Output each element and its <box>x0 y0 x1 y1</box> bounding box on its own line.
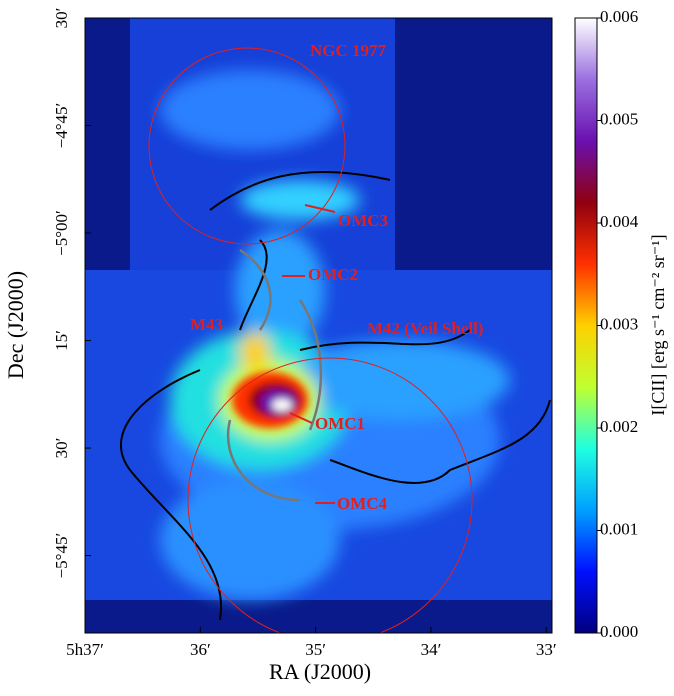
y-tick-label: 30′ <box>52 438 71 459</box>
annotation: OMC1 <box>315 414 365 433</box>
plot-frame <box>84 17 553 634</box>
x-tick-label: 5h37′ <box>66 640 104 659</box>
annotation: M42 (Veil Shell) <box>367 319 483 338</box>
x-tick-label: 33′ <box>536 640 557 659</box>
colorbar-tick-label: 0.000 <box>600 622 638 641</box>
x-axis-label: RA (J2000) <box>269 659 371 684</box>
annotation: NGC 1977 <box>310 41 387 60</box>
y-tick-label: −5°00′ <box>52 210 71 256</box>
x-tick-label: 35′ <box>305 640 326 659</box>
x-tick-label: 34′ <box>421 640 442 659</box>
y-tick-label: 30′ <box>52 8 71 29</box>
y-tick-label: −5°45′ <box>52 533 71 579</box>
annotation: OMC3 <box>338 211 388 230</box>
colorbar-tick-label: 0.004 <box>600 212 639 231</box>
x-tick-label: 36′ <box>190 640 211 659</box>
colorbar-tick-label: 0.003 <box>600 314 638 333</box>
colorbar-label: I[CII] [erg s⁻¹ cm⁻² sr⁻¹] <box>648 234 668 415</box>
y-tick-label: −4°45′ <box>52 103 71 149</box>
y-axis-label: Dec (J2000) <box>3 271 28 379</box>
colorbar-tick-label: 0.005 <box>600 109 638 128</box>
annotation: OMC2 <box>308 265 358 284</box>
colorbar-tick-label: 0.002 <box>600 417 638 436</box>
colorbar-tick-label: 0.006 <box>600 7 638 26</box>
y-tick-label: 15′ <box>52 330 71 351</box>
colorbar-tick-label: 0.001 <box>600 519 638 538</box>
annotation: OMC4 <box>337 494 388 513</box>
annotation: M43 <box>190 315 223 334</box>
map-image <box>85 18 552 633</box>
colorbar <box>574 17 598 634</box>
